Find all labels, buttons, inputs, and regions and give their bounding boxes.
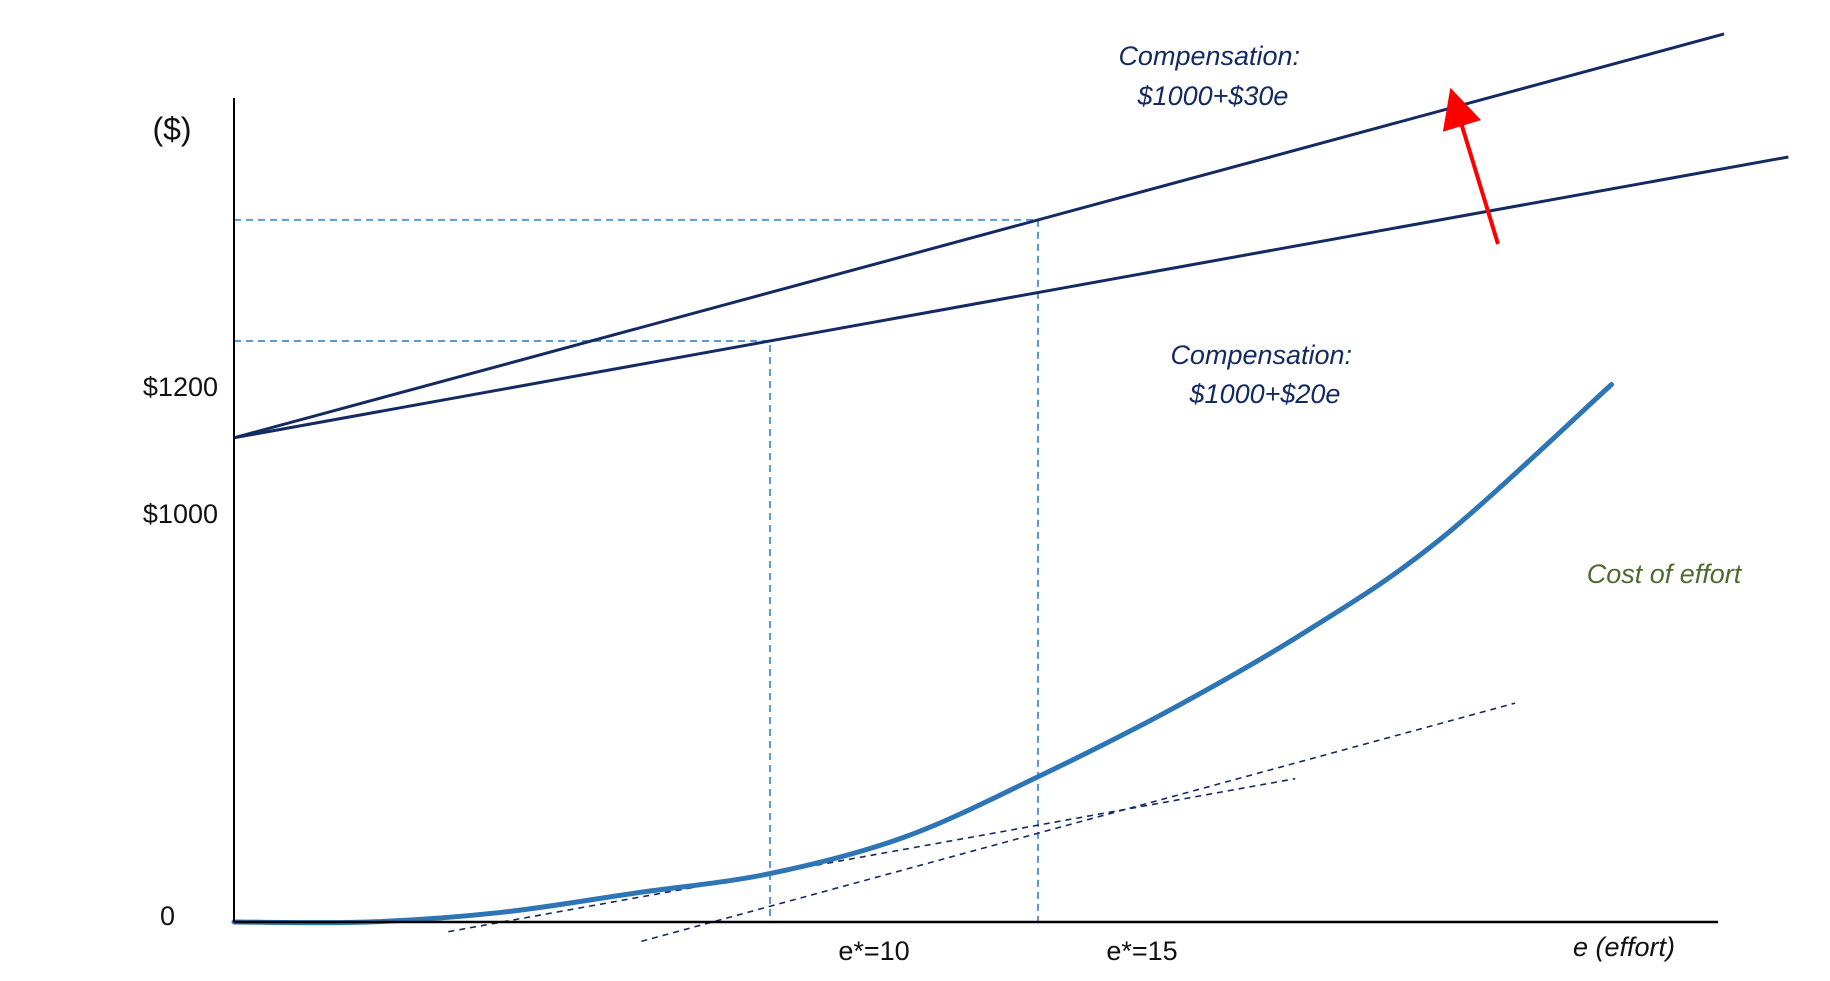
guide-lines xyxy=(234,218,1039,922)
annotation-30e-line2: $1000+$30e xyxy=(1137,81,1289,111)
series-line-2 xyxy=(231,382,1615,926)
y-tick-label-1000: $1000 xyxy=(143,499,218,529)
annotation-cost-line1: Cost of effort xyxy=(1587,559,1743,589)
tangent-line-0 xyxy=(448,777,1296,933)
shift-arrow xyxy=(1442,87,1500,245)
y-tick-label-0: 0 xyxy=(160,901,175,931)
tangent-lines xyxy=(448,702,1516,943)
series-lines xyxy=(231,32,1789,926)
y-axis-label: ($) xyxy=(152,111,191,147)
annotation-20e-line1: Compensation: xyxy=(1170,340,1352,370)
x-tick-label-15: e*=15 xyxy=(1106,936,1177,966)
annotation-compensation-20e: Compensation: $1000+$20e xyxy=(1170,340,1359,409)
tangent-line-1 xyxy=(641,702,1516,943)
guide-line-1 xyxy=(234,218,1039,922)
x-tick-label-10: e*=10 xyxy=(838,936,909,966)
annotation-compensation-30e: Compensation: $1000+$30e xyxy=(1118,41,1307,111)
y-tick-label-1200: $1200 xyxy=(143,372,218,402)
x-axis-label: e (effort) xyxy=(1573,932,1675,962)
annotation-cost-of-effort: Cost of effort xyxy=(1587,559,1743,589)
guide-line-0 xyxy=(234,339,771,922)
annotation-30e-line1: Compensation: xyxy=(1118,41,1300,71)
series-line-1 xyxy=(233,32,1725,440)
series-line-0 xyxy=(233,155,1789,440)
annotation-20e-line2: $1000+$20e xyxy=(1189,379,1341,409)
